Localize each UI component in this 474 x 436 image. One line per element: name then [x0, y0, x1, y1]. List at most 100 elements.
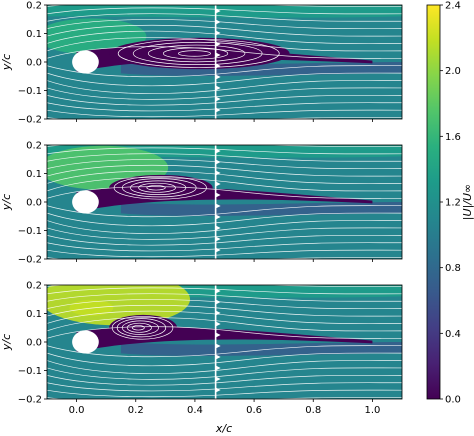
streamline	[47, 227, 402, 240]
plot-area	[47, 145, 402, 259]
leading-edge-cylinder	[72, 330, 99, 354]
streamline	[47, 5, 402, 7]
velocity-arrow	[215, 321, 221, 327]
y-tick-label: 0.0	[26, 338, 42, 349]
recirculation-loop	[138, 182, 176, 193]
streamline	[47, 102, 402, 112]
streamline	[47, 13, 402, 22]
recirculation-loop	[130, 180, 187, 195]
streamline	[47, 65, 402, 78]
y-tick-label: −0.1	[18, 86, 42, 97]
streamline	[47, 87, 402, 100]
streamline	[47, 19, 402, 30]
streamline	[47, 360, 402, 374]
streamline	[47, 117, 402, 119]
velocity-arrow	[215, 387, 221, 393]
velocity-arrow	[215, 181, 221, 187]
streamline	[47, 30, 402, 44]
velocity-arrow	[215, 247, 221, 253]
velocity-arrow	[215, 236, 221, 242]
streamline	[47, 37, 402, 52]
recirculation-loop	[146, 185, 166, 191]
streamline	[47, 177, 402, 192]
recirculation-loop	[116, 318, 167, 338]
streamline	[47, 46, 402, 59]
streamline	[47, 94, 402, 106]
y-axis-label: y/c	[0, 54, 13, 71]
x-tick-label: 0.0	[69, 405, 85, 416]
streamline	[47, 293, 402, 302]
y-tick-label: 0.1	[26, 29, 42, 40]
streamline	[47, 212, 402, 227]
velocity-arrow	[215, 19, 221, 25]
y-tick-label: 0.2	[26, 141, 42, 152]
colorbar-gradient	[426, 4, 441, 400]
streamline	[47, 345, 402, 358]
streamline	[47, 257, 402, 259]
recirculation-loop	[113, 175, 207, 200]
y-tick-label: 0.0	[26, 198, 42, 209]
streamline	[47, 374, 402, 386]
recirculation-loop	[178, 50, 211, 57]
velocity-arrow	[215, 310, 221, 316]
plot-area	[47, 285, 402, 399]
recirculation-loop	[121, 178, 197, 198]
streamline	[47, 147, 402, 155]
streamline	[47, 145, 402, 147]
y-axis-label: y/c	[0, 334, 13, 351]
streamline	[47, 249, 402, 258]
recirculation-loop	[131, 325, 145, 331]
streamline	[47, 220, 402, 234]
streamline	[47, 397, 402, 399]
streamline	[47, 310, 402, 324]
leading-edge-cylinder	[72, 190, 99, 214]
recirculation-loop	[121, 320, 159, 335]
velocity-arrow	[215, 63, 221, 69]
x-tick-label: 1.0	[364, 405, 380, 416]
recirculation-loop	[132, 41, 263, 65]
velocity-arrow	[215, 203, 221, 209]
x-tick-label: 0.2	[128, 405, 144, 416]
velocity-arrow	[215, 52, 221, 58]
velocity-arrow	[215, 376, 221, 382]
y-tick-label: −0.1	[18, 366, 42, 377]
recirculation-loop	[162, 47, 229, 60]
y-tick-label: −0.2	[18, 115, 42, 126]
colorbar: 2.4 2.0 1.6 1.2 0.8 0.4 0.0 |U|/U∞	[426, 1, 474, 406]
velocity-arrow	[215, 192, 221, 198]
colorbar-tick-label: 1.2	[445, 198, 461, 209]
colorbar-tick-label: 0.4	[445, 329, 461, 340]
x-tick-label: 0.6	[246, 405, 262, 416]
velocity-arrow	[215, 74, 221, 80]
colorbar-tick-label: 0.8	[445, 263, 461, 274]
velocity-arrow	[215, 148, 221, 154]
streamline	[47, 109, 402, 118]
x-tick-label: 0.4	[187, 405, 203, 416]
contour-band	[120, 202, 402, 216]
panel-middle: 0.2 0.1 0.0 −0.1 −0.2 y/c	[0, 141, 403, 266]
streamline	[47, 164, 402, 177]
streamline	[47, 287, 402, 295]
plot-area	[47, 5, 402, 119]
velocity-arrow	[215, 8, 221, 14]
panel-top: 0.2 0.1 0.0 −0.1 −0.2 y/c	[0, 1, 403, 126]
recirculation-loop	[147, 44, 246, 63]
leading-edge-cylinder	[72, 50, 99, 74]
streamline	[47, 285, 402, 287]
colorbar-tick-label: 0.0	[445, 395, 461, 406]
recirculation-loop	[111, 315, 174, 340]
recirculation-loop	[117, 39, 280, 68]
velocity-arrow	[215, 299, 221, 305]
velocity-arrow	[215, 365, 221, 371]
velocity-arrow	[215, 41, 221, 47]
streamline	[47, 234, 402, 246]
y-tick-label: 0.2	[26, 281, 42, 292]
velocity-arrow	[215, 159, 221, 165]
streamline	[47, 367, 402, 380]
streamlines	[47, 285, 402, 399]
streamline	[47, 317, 402, 332]
velocity-arrow	[215, 107, 221, 113]
colorbar-tick-label: 2.0	[445, 66, 461, 77]
streamlines	[47, 145, 402, 259]
